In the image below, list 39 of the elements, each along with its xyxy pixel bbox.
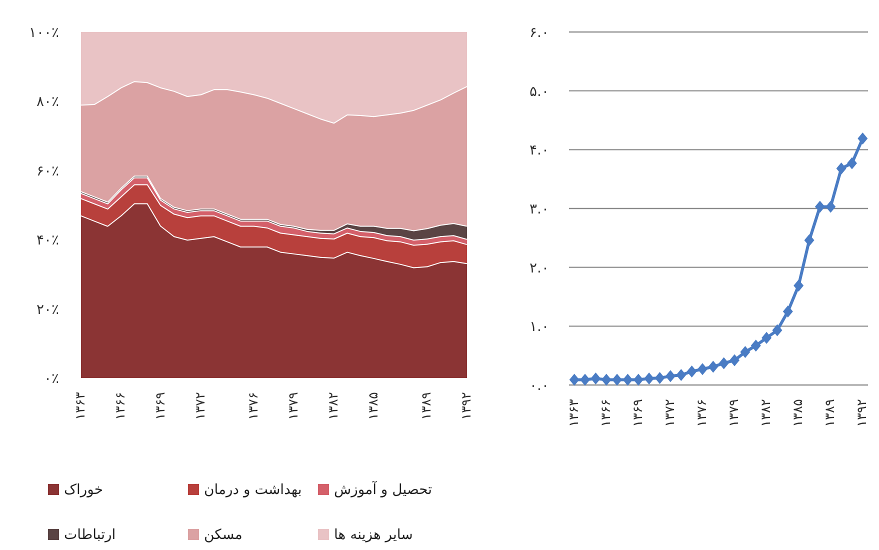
- x-tick-label: ۱۳۷۶: [246, 392, 262, 420]
- y-tick-label: ۴۰٪: [36, 232, 59, 249]
- y-tick-label: ۱۰۰٪: [28, 25, 59, 41]
- y-tick-label: ۸۰٪: [36, 94, 59, 110]
- y-tick-label: ۴.۰: [530, 142, 549, 159]
- x-tick-label: ۱۳۷۲: [662, 398, 678, 427]
- legend-label: مسکن: [204, 527, 242, 543]
- x-tick-label: ۱۳۸۵: [791, 398, 806, 427]
- x-tick-label: ۱۳۸۹: [420, 392, 435, 420]
- y-tick-label: ۰٪: [44, 371, 59, 387]
- y-tick-label: ۳.۰: [530, 202, 549, 218]
- y-tick-label: ۲۰٪: [36, 302, 59, 318]
- legend-label: خوراک: [64, 482, 104, 498]
- y-tick-label: ۶.۰: [530, 25, 549, 41]
- y-tick-label: ۱.۰: [530, 319, 549, 336]
- x-tick-label: ۱۳۸۲: [759, 398, 774, 427]
- x-tick-label: ۱۳۹۲: [855, 398, 870, 427]
- y-tick-label: ۰.۰: [530, 378, 549, 394]
- x-tick-label: ۱۳۶۹: [630, 398, 646, 427]
- x-tick-label: ۱۳۶۶: [113, 392, 128, 420]
- x-tick-label: ۱۳۶۹: [153, 392, 168, 420]
- legend-label: بهداشت و درمان: [204, 482, 302, 498]
- x-tick-label: ۱۳۷۶: [694, 399, 710, 427]
- x-tick-label: ۱۳۶۳: [566, 398, 582, 427]
- x-tick-label: ۱۳۷۹: [286, 392, 302, 420]
- x-tick-label: ۱۳۷۲: [193, 392, 208, 420]
- x-tick-label: ۱۳۶۳: [74, 392, 88, 420]
- y-tick-label: ۵.۰: [530, 84, 549, 100]
- x-tick-label: ۱۳۷۹: [727, 398, 742, 427]
- y-tick-label: ۶۰٪: [36, 163, 59, 180]
- y-tick-label: ۲.۰: [530, 260, 549, 276]
- legend-label: تحصیل و آموزش: [334, 480, 432, 498]
- x-tick-label: ۱۳۶۶: [598, 399, 614, 427]
- legend-label: ارتباطات: [64, 527, 116, 543]
- legend-label: سایر هزینه ها: [334, 527, 413, 543]
- x-tick-label: ۱۳۸۵: [366, 392, 382, 420]
- x-tick-label: ۱۳۸۲: [326, 392, 342, 420]
- x-tick-label: ۱۳۸۹: [823, 398, 838, 427]
- x-tick-label: ۱۳۹۲: [460, 392, 474, 420]
